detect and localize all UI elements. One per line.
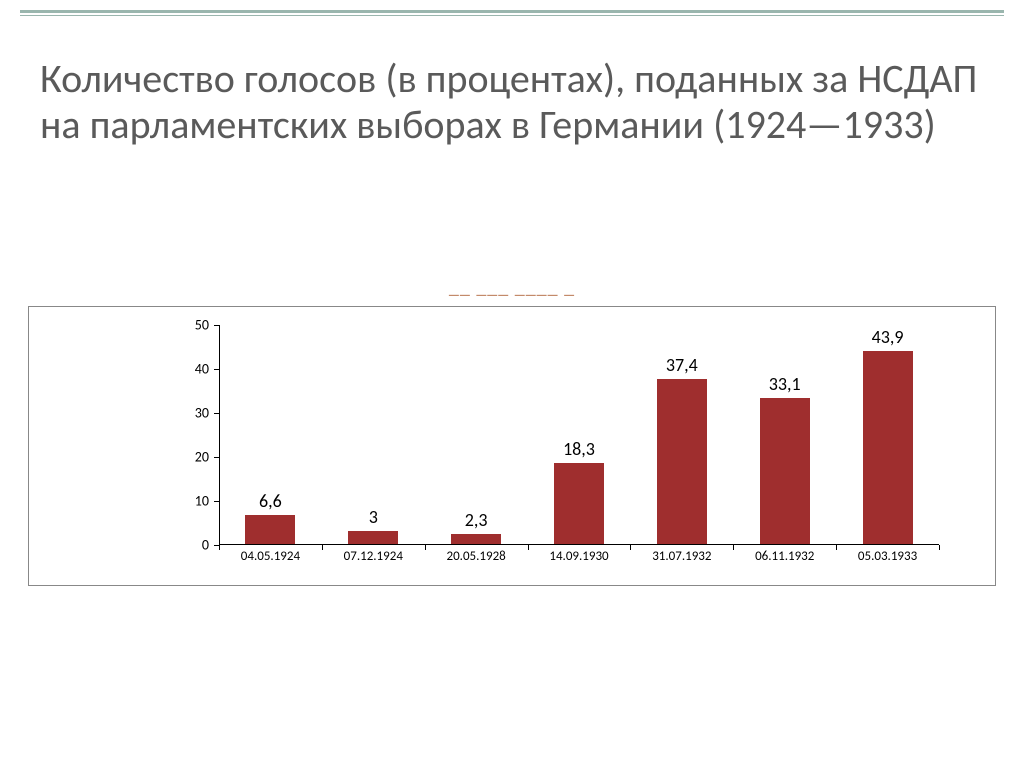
- rule-thin: [20, 15, 1004, 16]
- x-tick: [425, 545, 426, 550]
- x-axis-label: 14.09.1930: [549, 549, 608, 564]
- y-tick: [214, 369, 219, 370]
- bar-value-label: 33,1: [769, 373, 801, 395]
- x-tick: [219, 545, 220, 550]
- underline-placeholder: __ ___ ____ _: [0, 275, 1024, 299]
- y-axis-label: 30: [169, 405, 209, 422]
- chart-plot-area: 0102030405004.05.19246,607.12.1924320.05…: [219, 325, 939, 545]
- bar-value-label: 18,3: [563, 438, 595, 460]
- bar-value-label: 2,3: [465, 509, 488, 531]
- bar-value-label: 37,4: [666, 354, 698, 376]
- bar: [554, 463, 604, 544]
- bar: [863, 351, 913, 544]
- y-axis: [219, 325, 220, 545]
- x-axis-label: 31.07.1932: [652, 549, 711, 564]
- y-tick: [214, 457, 219, 458]
- y-axis-label: 0: [169, 537, 209, 554]
- bar-value-label: 3: [369, 506, 378, 528]
- slide-top-rule: [20, 10, 1004, 16]
- x-tick: [630, 545, 631, 550]
- bar: [657, 379, 707, 544]
- x-axis-label: 07.12.1924: [344, 549, 403, 564]
- bar: [245, 515, 295, 544]
- y-tick: [214, 501, 219, 502]
- chart-container: 0 10 20 30 40 50 04.05.1924 6,6 07.12.1924 3 20.05…: [28, 306, 996, 586]
- y-axis-label: 20: [169, 449, 209, 466]
- y-tick: [214, 325, 219, 326]
- y-tick: [214, 413, 219, 414]
- x-axis: [219, 544, 939, 545]
- x-tick: [528, 545, 529, 550]
- bar: [348, 531, 398, 544]
- x-tick: [836, 545, 837, 550]
- bar-value-label: 43,9: [872, 326, 904, 348]
- y-axis-label: 10: [169, 493, 209, 510]
- bar: [760, 398, 810, 544]
- slide: Количество голосов (в процентах), поданн…: [0, 0, 1024, 767]
- x-tick: [733, 545, 734, 550]
- x-axis-label: 20.05.1928: [447, 549, 506, 564]
- x-axis-label: 04.05.1924: [241, 549, 300, 564]
- x-axis-label: 06.11.1932: [755, 549, 814, 564]
- x-tick: [939, 545, 940, 550]
- y-axis-label: 50: [169, 317, 209, 334]
- x-tick: [322, 545, 323, 550]
- y-axis-label: 40: [169, 361, 209, 378]
- bar-value-label: 6,6: [259, 490, 282, 512]
- slide-title: Количество голосов (в процентах), поданн…: [40, 56, 984, 148]
- x-axis-label: 05.03.1933: [858, 549, 917, 564]
- rule-thick: [20, 10, 1004, 13]
- bar: [451, 534, 501, 544]
